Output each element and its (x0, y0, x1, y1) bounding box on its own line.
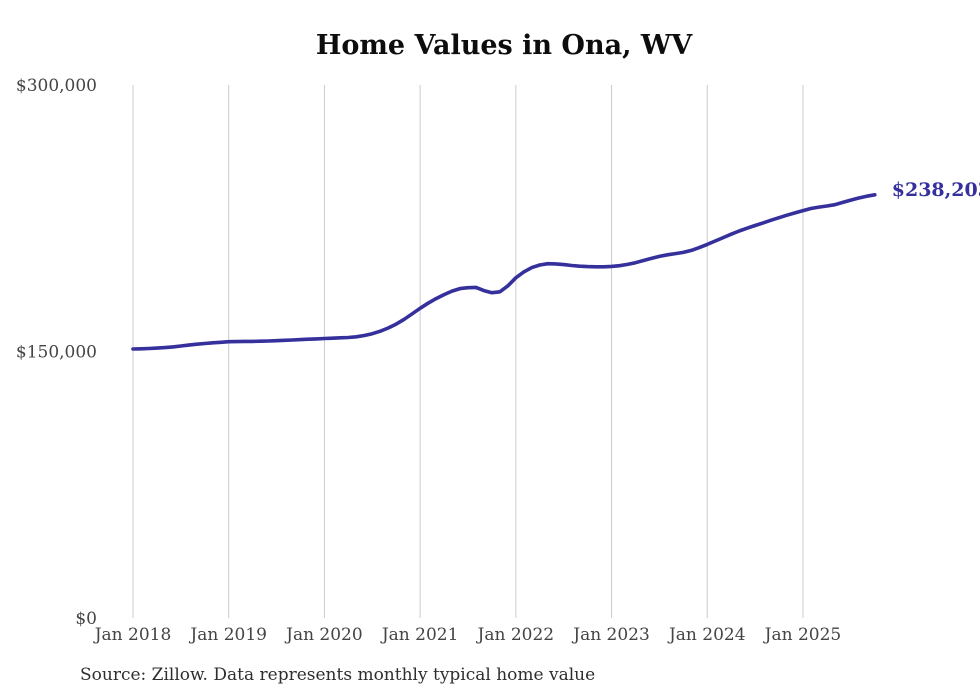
vertical-gridlines (132, 85, 804, 618)
latest-value-label: $238,203 (891, 178, 980, 201)
chart-title: Home Values in Ona, WV (315, 30, 693, 61)
x-axis-tick-labels: Jan 2018 Jan 2019 Jan 2020 Jan 2021 Jan 2022… (93, 625, 842, 645)
home-value-line-series (131, 193, 877, 351)
x-tick-label: Jan 2023 (571, 625, 650, 645)
source-note: Source: Zillow. Data represents monthly … (80, 665, 596, 685)
x-tick-label: Jan 2024 (667, 625, 746, 645)
y-tick-label: $300,000 (16, 76, 97, 96)
x-tick-label: Jan 2018 (93, 625, 172, 645)
y-tick-label: $150,000 (16, 343, 97, 363)
x-tick-label: Jan 2021 (380, 625, 459, 645)
y-axis-tick-labels: $0 $150,000 $300,000 (16, 76, 97, 629)
x-tick-label: Jan 2022 (476, 625, 555, 645)
x-tick-label: Jan 2019 (188, 625, 267, 645)
y-tick-label: $0 (75, 609, 97, 629)
x-tick-label: Jan 2020 (284, 625, 363, 645)
x-tick-label: Jan 2025 (763, 625, 842, 645)
